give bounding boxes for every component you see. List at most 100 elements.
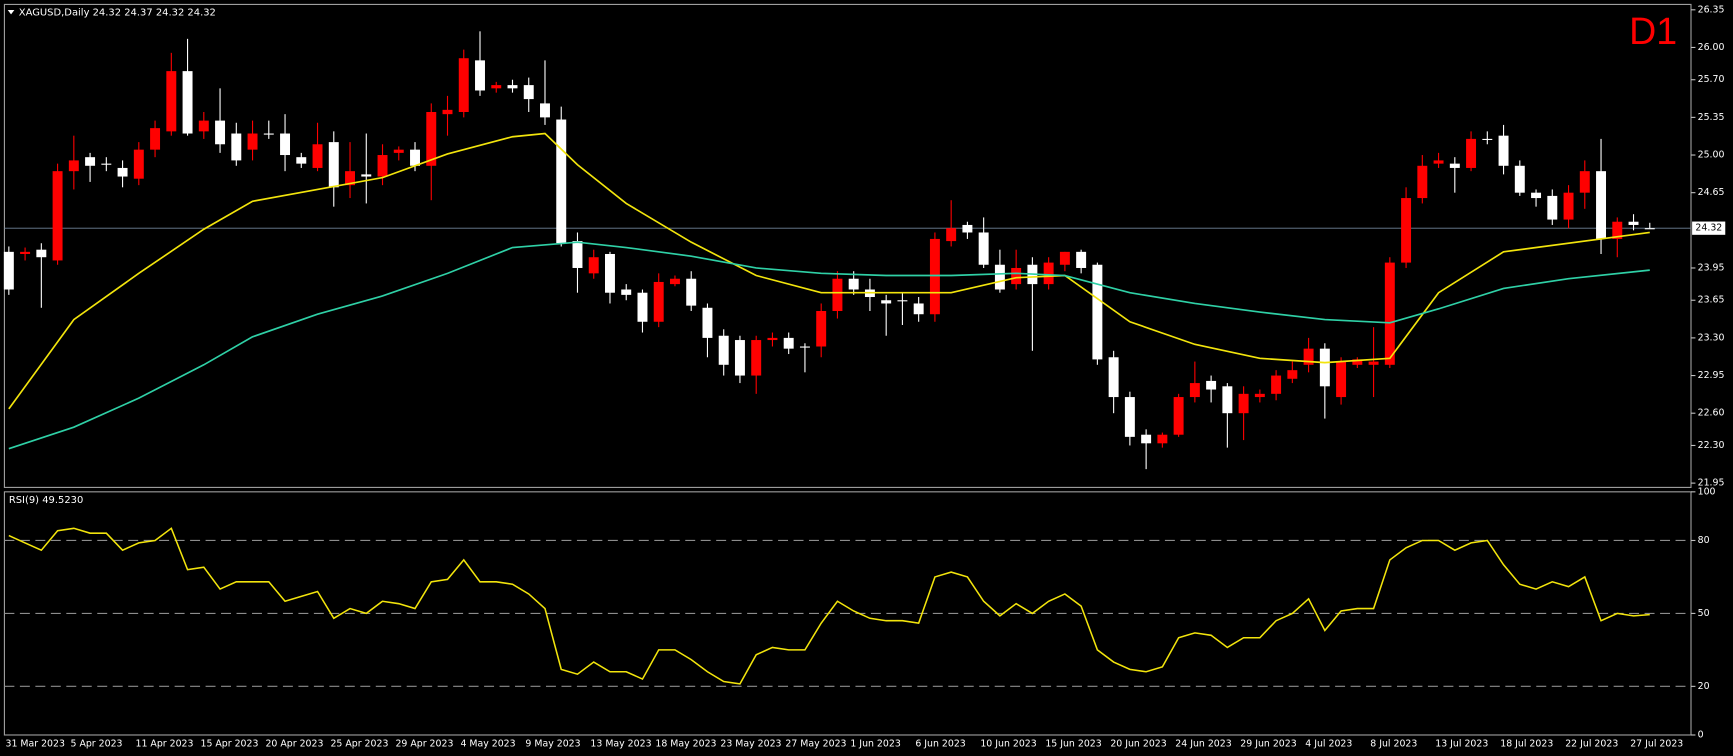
last-price-label: 24.32 [1695,223,1722,234]
candle-body [556,119,567,244]
candle-body [491,85,502,89]
candle-body [3,251,14,290]
candle-body [150,128,161,150]
rsi-line [8,527,1650,685]
candle-body [1076,251,1087,268]
x-tick-label: 13 May 2023 [590,738,651,749]
candle-body [1059,251,1070,265]
x-tick-label: 31 Mar 2023 [6,738,65,749]
candle-body [978,232,989,265]
last-price-box [1692,221,1726,235]
y-tick-label: 20 [1698,681,1710,692]
candle-body [1157,434,1168,444]
y-tick-label: 23.65 [1698,295,1725,306]
x-tick-label: 9 May 2023 [525,738,580,749]
candle-body [929,238,940,315]
candle-body [962,224,973,233]
candle-body [686,278,697,306]
candle-body [1628,221,1639,225]
candle-body [1466,138,1477,168]
y-tick-label: 24.65 [1698,187,1725,198]
candle-body [1563,192,1574,220]
candle-body [1498,135,1509,166]
candle-body [1384,262,1395,365]
candle-body [734,340,745,376]
candle-body [247,133,258,150]
y-tick-label: 80 [1698,535,1710,546]
x-tick-label: 4 Jul 2023 [1305,738,1352,749]
candle-body [166,71,177,132]
x-tick-label: 10 Jun 2023 [980,738,1036,749]
candle-body [1108,357,1119,398]
candle-body [36,249,47,258]
candle-body [718,335,729,365]
candle-body [1531,192,1542,199]
candle-body [848,278,859,290]
candle-body [783,337,794,349]
candle-body [1043,262,1054,285]
candle-body [133,149,144,179]
candle-body [85,157,96,166]
candle-body [312,144,323,168]
y-tick-label: 26.00 [1698,42,1725,53]
chart-title: XAGUSD,Daily 24.32 24.37 24.32 24.32 [19,8,216,19]
y-tick-label: 25.00 [1698,150,1725,161]
candle-body [475,60,485,91]
candle-body [1303,348,1314,365]
candle-body [1433,160,1444,164]
x-tick-label: 5 Apr 2023 [71,738,123,749]
candle-body [1254,393,1265,398]
candle-body [1417,165,1428,199]
candle-body [1206,380,1217,390]
x-tick-label: 29 Jun 2023 [1240,738,1296,749]
candle-body [410,149,420,166]
candle-body [1124,397,1135,437]
menu-triangle[interactable] [7,9,15,15]
candle-body [572,241,583,268]
x-tick-label: 24 Jun 2023 [1175,738,1231,749]
y-tick-label: 25.35 [1698,112,1725,123]
y-tick-label: 22.95 [1698,370,1725,381]
candle-body [897,300,908,302]
candle-body [328,142,339,188]
candle-body [1271,375,1282,394]
rsi-title: RSI(9) 49.5230 [9,495,83,506]
x-tick-label: 23 May 2023 [720,738,781,749]
candle-body [1092,264,1103,360]
x-tick-label: 20 Apr 2023 [265,738,323,749]
x-tick-label: 22 Jul 2023 [1565,738,1618,749]
candle-body [296,157,307,164]
y-tick-label: 0 [1698,729,1704,740]
y-tick-label: 23.95 [1698,262,1725,273]
candle-body [215,120,226,145]
x-tick-label: 27 Jul 2023 [1630,738,1683,749]
candle-body [1352,359,1363,365]
candle-body [946,228,957,242]
x-tick-label: 4 May 2023 [460,738,515,749]
candle-body [799,346,810,348]
x-tick-label: 1 Jun 2023 [850,738,900,749]
candle-body [1287,370,1298,379]
candle-body [1612,221,1623,239]
x-tick-label: 27 May 2023 [785,738,846,749]
candle-body [426,112,437,166]
candle-body [540,103,550,118]
y-tick-label: 26.35 [1698,4,1725,15]
x-tick-label: 15 Jun 2023 [1045,738,1101,749]
candle-body [442,109,453,115]
x-tick-label: 11 Apr 2023 [136,738,194,749]
candle-body [751,340,762,376]
candle-body [198,120,209,132]
candle-body [621,289,632,295]
candle-body [182,71,193,134]
candle-body [767,337,778,341]
y-tick-label: 22.60 [1698,408,1725,419]
y-tick-label: 22.30 [1698,440,1725,451]
candle-body [1238,393,1249,414]
candle-body [588,257,599,274]
candle-body [653,281,664,322]
x-tick-label: 29 Apr 2023 [395,738,453,749]
candle-body [1644,228,1655,230]
candle-body [1141,434,1152,444]
